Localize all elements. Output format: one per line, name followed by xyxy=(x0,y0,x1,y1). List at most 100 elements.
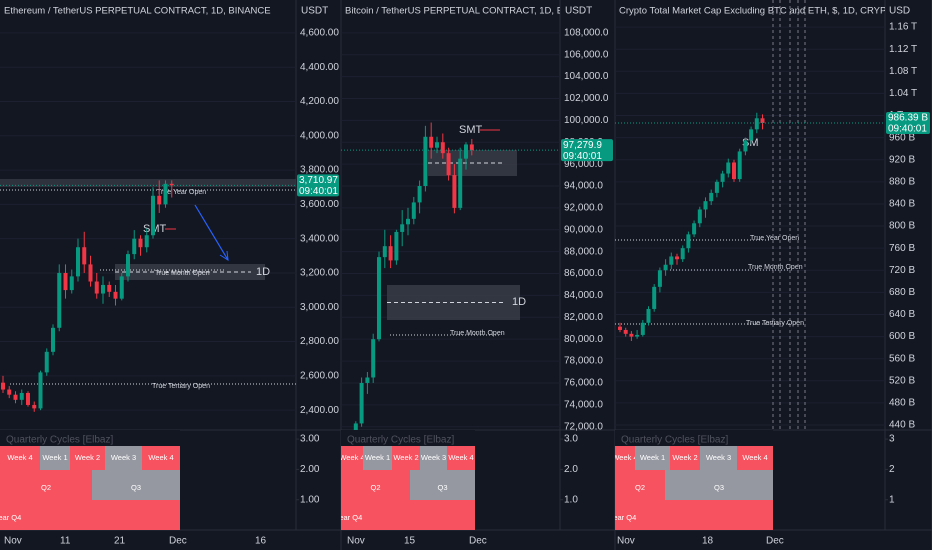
candle-body xyxy=(101,284,105,294)
y-tick-label: 4,000.00 xyxy=(300,130,339,141)
indicator-title: Quarterly Cycles [Elbaz] xyxy=(6,435,113,446)
y-tick-label: 88,000.0 xyxy=(564,246,603,257)
time-label: Dec xyxy=(169,536,187,547)
week-label: Week 4 xyxy=(742,453,767,462)
quarter-label: Q2 xyxy=(370,483,380,492)
y-tick-label: 3,200.00 xyxy=(300,268,339,279)
time-label: Nov xyxy=(4,536,22,547)
indicator-title: Quarterly Cycles [Elbaz] xyxy=(621,435,728,446)
quarter-block xyxy=(341,470,410,500)
indicator-tick-label: 2.0 xyxy=(564,464,578,475)
candle-body xyxy=(435,142,439,148)
week-block xyxy=(447,446,475,470)
candle-body xyxy=(157,195,162,205)
candle-body xyxy=(760,118,765,124)
y-tick-label: 640 B xyxy=(889,309,915,320)
week-label: Week 3 xyxy=(111,453,136,462)
time-label: 15 xyxy=(404,536,416,547)
zone-box xyxy=(115,264,265,280)
y-tick-label: 104,000.0 xyxy=(564,71,609,82)
indicator-tick-label: 1 xyxy=(889,494,895,505)
y-tick-label: 90,000.0 xyxy=(564,224,603,235)
annotation: 1D xyxy=(512,296,526,308)
y-tick-label: 520 B xyxy=(889,375,915,386)
candle-body xyxy=(26,392,30,405)
y-tick-label: 1.16 T xyxy=(889,22,917,33)
y-tick-label: 1.12 T xyxy=(889,44,917,55)
annotation: True Month Open xyxy=(748,264,803,271)
y-tick-label: 72,000.0 xyxy=(564,421,603,432)
indicator-tick-label: 2 xyxy=(889,464,895,475)
candle-body xyxy=(163,183,168,205)
time-label: Dec xyxy=(469,536,487,547)
indicator-top xyxy=(615,430,773,446)
candle-body xyxy=(94,281,99,294)
candle-body xyxy=(652,286,657,309)
y-tick-label: 82,000.0 xyxy=(564,312,603,323)
price-label: 986.39 B xyxy=(888,113,928,124)
y-tick-label: 102,000.0 xyxy=(564,93,609,104)
candle-body xyxy=(623,329,628,334)
week-block xyxy=(615,446,635,470)
price-tag xyxy=(297,174,339,197)
axis-unit: USDT xyxy=(301,6,328,17)
y-tick-label: 92,000.0 xyxy=(564,203,603,214)
chart-title: Bitcoin / TetherUS PERPETUAL CONTRACT, 1… xyxy=(345,6,599,17)
time-label: 16 xyxy=(255,536,267,547)
candle-body xyxy=(417,186,422,203)
week-block xyxy=(363,446,392,470)
y-tick-label: 4,600.00 xyxy=(300,28,339,39)
candle-body xyxy=(51,327,55,352)
price-label: 3,710.97 xyxy=(299,175,338,186)
y-tick-label: 4,200.00 xyxy=(300,96,339,107)
candle-body xyxy=(635,334,640,337)
candle-body xyxy=(377,257,381,340)
quarter-label: Q2 xyxy=(41,483,51,492)
y-tick-label: 78,000.0 xyxy=(564,356,603,367)
time-label: 11 xyxy=(60,536,71,547)
indicator-tick-label: 2.00 xyxy=(300,464,320,475)
y-tick-label: 3,400.00 xyxy=(300,233,339,244)
week-label: Week 4 xyxy=(7,453,32,462)
week-block xyxy=(420,446,447,470)
candle-body xyxy=(63,272,68,291)
price-label: 97,279.9 xyxy=(563,140,602,151)
candle-body xyxy=(703,201,708,210)
candle-body xyxy=(464,144,468,159)
y-tick-label: 80,000.0 xyxy=(564,334,603,345)
time-label: Dec xyxy=(766,536,784,547)
quarter-label: Q3 xyxy=(714,483,724,492)
candle-body xyxy=(400,224,405,232)
indicator-tick-label: 1.00 xyxy=(300,494,320,505)
candle-body xyxy=(411,202,416,219)
y-tick-label: 440 B xyxy=(889,420,915,431)
candle-body xyxy=(697,209,702,224)
candle-body xyxy=(646,308,651,323)
candle-body xyxy=(69,276,74,291)
candle-body xyxy=(754,118,759,130)
week-label: Week 2 xyxy=(75,453,100,462)
candle-body xyxy=(353,423,358,430)
y-tick-label: 74,000.0 xyxy=(564,399,603,410)
price-tag xyxy=(561,139,613,162)
y-tick-label: 86,000.0 xyxy=(564,268,603,279)
candle-body xyxy=(144,235,149,248)
week-block xyxy=(0,446,40,470)
indicator-tick-label: 3 xyxy=(889,434,895,445)
candle-body xyxy=(119,276,124,299)
y-tick-label: 680 B xyxy=(889,287,915,298)
annotation: True Year Open xyxy=(157,189,206,196)
y-tick-label: 480 B xyxy=(889,398,915,409)
week-block xyxy=(105,446,142,470)
year-label: Year Q4 xyxy=(0,513,21,522)
time-label: 21 xyxy=(114,536,126,547)
quarter-block xyxy=(92,470,180,500)
week-label: Week 3 xyxy=(706,453,731,462)
week-block xyxy=(341,446,363,470)
candle-body xyxy=(440,142,445,154)
y-tick-label: 880 B xyxy=(889,176,915,187)
indicator-title: Quarterly Cycles [Elbaz] xyxy=(347,435,454,446)
